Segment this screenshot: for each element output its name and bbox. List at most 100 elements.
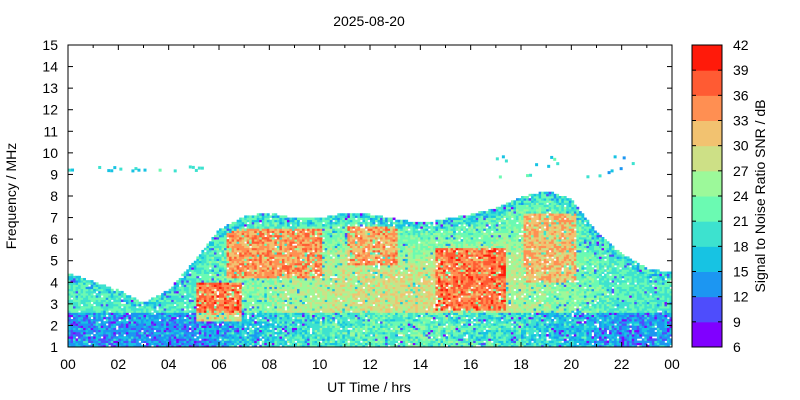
heatmap-cell bbox=[246, 262, 250, 266]
heatmap-cell bbox=[203, 293, 207, 296]
heatmap-cell bbox=[317, 239, 321, 242]
heatmap-cell bbox=[349, 213, 353, 216]
heatmap-cell bbox=[171, 334, 175, 337]
heatmap-cell bbox=[219, 331, 222, 335]
heatmap-cell bbox=[339, 314, 343, 318]
heatmap-cell bbox=[319, 234, 323, 238]
heatmap-cell bbox=[281, 314, 285, 318]
heatmap-cell bbox=[90, 340, 94, 344]
heatmap-cell bbox=[231, 325, 235, 328]
heatmap-cell bbox=[347, 215, 351, 218]
heatmap-cell bbox=[198, 277, 202, 281]
heatmap-cell bbox=[271, 262, 275, 266]
heatmap-cell bbox=[259, 254, 263, 257]
heatmap-cell bbox=[148, 342, 152, 346]
heatmap-cell bbox=[146, 312, 149, 315]
heatmap-cell bbox=[259, 252, 263, 255]
heatmap-cell bbox=[173, 310, 177, 313]
heatmap-cell bbox=[254, 331, 258, 335]
heatmap-cell bbox=[259, 299, 263, 303]
heatmap-cell bbox=[213, 318, 217, 322]
heatmap-cell bbox=[198, 321, 202, 324]
heatmap-cell bbox=[281, 262, 285, 266]
heatmap-cell bbox=[309, 297, 313, 300]
heatmap-cell bbox=[196, 299, 200, 303]
heatmap-cell bbox=[206, 316, 210, 320]
heatmap-cell bbox=[68, 308, 71, 311]
heatmap-cell bbox=[317, 247, 321, 251]
heatmap-cell bbox=[193, 260, 197, 264]
heatmap-cell bbox=[246, 232, 250, 236]
heatmap-cell bbox=[191, 314, 195, 318]
heatmap-cell bbox=[211, 280, 215, 283]
heatmap-cell bbox=[334, 286, 338, 290]
heatmap-cell bbox=[229, 310, 232, 313]
heatmap-cell bbox=[95, 288, 99, 292]
heatmap-cell bbox=[302, 241, 305, 244]
heatmap-cell bbox=[244, 224, 248, 227]
heatmap-cell bbox=[133, 334, 137, 337]
heatmap-cell bbox=[269, 277, 273, 281]
heatmap-cell bbox=[309, 224, 313, 227]
heatmap-cell bbox=[297, 331, 300, 335]
heatmap-cell bbox=[286, 239, 290, 242]
heatmap-cell bbox=[213, 282, 217, 285]
heatmap-cell bbox=[284, 221, 288, 225]
heatmap-cell bbox=[70, 327, 74, 331]
heatmap-cell bbox=[188, 342, 192, 346]
heatmap-cell bbox=[327, 271, 331, 275]
heatmap-cell bbox=[226, 338, 230, 341]
heatmap-cell bbox=[329, 245, 333, 249]
heatmap-cell bbox=[291, 252, 295, 255]
heatmap-cell bbox=[319, 236, 323, 240]
heatmap-cell bbox=[347, 241, 351, 244]
heatmap-cell bbox=[241, 243, 245, 246]
heatmap-cell bbox=[90, 312, 94, 315]
heatmap-cell bbox=[130, 329, 134, 333]
heatmap-cell bbox=[274, 312, 278, 315]
heatmap-cell bbox=[140, 331, 144, 335]
heatmap-cell bbox=[213, 327, 217, 331]
heatmap-cell bbox=[158, 325, 162, 328]
heatmap-cell bbox=[219, 247, 222, 251]
heatmap-cell bbox=[256, 226, 260, 229]
heatmap-cell bbox=[337, 336, 341, 339]
heatmap-cell bbox=[337, 338, 341, 341]
heatmap-cell bbox=[304, 316, 308, 320]
heatmap-cell bbox=[349, 267, 353, 270]
heatmap-cell bbox=[291, 275, 295, 279]
heatmap-cell bbox=[206, 314, 210, 318]
heatmap-cell bbox=[178, 310, 182, 313]
heatmap-cell bbox=[339, 228, 343, 231]
heatmap-cell bbox=[332, 293, 336, 296]
heatmap-cell bbox=[236, 273, 240, 277]
heatmap-cell bbox=[251, 275, 255, 279]
heatmap-cell bbox=[100, 301, 104, 305]
heatmap-cell bbox=[291, 284, 295, 287]
heatmap-cell bbox=[322, 267, 326, 270]
heatmap-cell bbox=[347, 228, 351, 231]
heatmap-cell bbox=[234, 228, 237, 231]
heatmap-cell bbox=[314, 262, 318, 266]
heatmap-cell bbox=[317, 314, 321, 318]
heatmap-cell bbox=[151, 338, 154, 341]
heatmap-cell bbox=[279, 275, 283, 279]
heatmap-cell bbox=[276, 249, 280, 253]
heatmap-cell bbox=[208, 284, 212, 287]
heatmap-cell bbox=[307, 236, 310, 240]
heatmap-cell bbox=[113, 340, 117, 344]
heatmap-cell bbox=[324, 316, 328, 320]
heatmap-cell bbox=[354, 249, 358, 253]
heatmap-cell bbox=[249, 256, 253, 259]
heatmap-cell bbox=[70, 342, 74, 346]
heatmap-cell bbox=[304, 338, 308, 341]
heatmap-cell bbox=[279, 262, 283, 266]
heatmap-cell bbox=[307, 297, 310, 300]
heatmap-cell bbox=[108, 299, 112, 303]
heatmap-cell bbox=[339, 256, 343, 259]
heatmap-cell bbox=[73, 280, 76, 283]
heatmap-cell bbox=[201, 334, 205, 337]
heatmap-cell bbox=[231, 288, 235, 292]
heatmap-cell bbox=[304, 228, 308, 231]
heatmap-cell bbox=[234, 249, 237, 253]
